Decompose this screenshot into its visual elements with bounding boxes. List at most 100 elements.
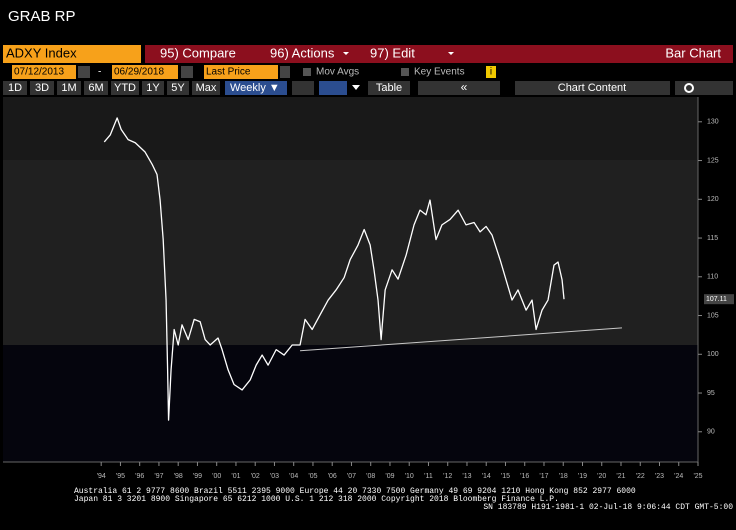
- x-tick-label: '15: [501, 473, 510, 480]
- menu-actions[interactable]: 96) Actions: [270, 45, 335, 60]
- start-date[interactable]: 07/12/2013: [14, 67, 64, 78]
- y-tick-label: 90: [707, 429, 715, 436]
- price-line: [103, 117, 565, 421]
- range-button[interactable]: 5Y: [171, 82, 185, 94]
- range-button[interactable]: 3D: [35, 82, 49, 94]
- gear-icon: [684, 83, 694, 93]
- x-tick-label: '20: [597, 473, 606, 480]
- date-separator: -: [98, 67, 101, 78]
- x-tick-label: '97: [154, 473, 163, 480]
- plot: 90 95 100 105 110 115 120 125 130 '94 '95 '96 '97 '98…: [97, 117, 734, 480]
- field-dropdown[interactable]: [280, 66, 290, 78]
- footer-line: SN 183789 H191-1981-1 02-Jul-18 9:06:44 …: [483, 503, 733, 512]
- x-tick-label: '19: [578, 473, 587, 480]
- y-tick-label: 120: [707, 196, 719, 203]
- x-tick-label: '94: [97, 473, 106, 480]
- end-date-box[interactable]: [112, 65, 178, 79]
- calendar-icon[interactable]: [181, 66, 193, 78]
- checkbox[interactable]: [303, 68, 311, 76]
- y-tick-label: 115: [707, 235, 718, 242]
- range-box[interactable]: [192, 81, 220, 95]
- range-box[interactable]: [57, 81, 81, 95]
- y-tick-label: 125: [707, 157, 719, 164]
- collapse-button[interactable]: [418, 81, 500, 95]
- range-box[interactable]: [3, 81, 27, 95]
- x-tick-label: '18: [559, 473, 568, 480]
- x-tick-label: '10: [405, 473, 414, 480]
- band: [3, 97, 698, 160]
- range-button[interactable]: Max: [196, 82, 217, 94]
- x-tick-label: '16: [520, 473, 529, 480]
- last-value-label: 107.11: [706, 296, 727, 303]
- table-box[interactable]: [368, 81, 410, 95]
- x-tick-label: '24: [674, 473, 683, 480]
- y-tick-label: 110: [707, 274, 718, 281]
- range-box[interactable]: [167, 81, 189, 95]
- range-button[interactable]: 1M: [61, 82, 76, 94]
- x-tick-label: '00: [212, 473, 221, 480]
- x-tick-label: '04: [289, 473, 298, 480]
- frequency[interactable]: Weekly ▼: [230, 82, 280, 94]
- x-tick-label: '13: [462, 473, 471, 480]
- range-button[interactable]: YTD: [114, 82, 136, 94]
- y-tick-label: 105: [707, 312, 719, 319]
- range-box[interactable]: [84, 81, 108, 95]
- view-name: Bar Chart: [665, 45, 721, 60]
- band: [3, 160, 698, 345]
- trendline: [300, 327, 622, 352]
- icon-arrow: [352, 85, 360, 90]
- y-tick-label: 95: [707, 390, 715, 397]
- menu-edit[interactable]: 97) Edit: [370, 45, 415, 60]
- x-tick-label: '14: [482, 473, 491, 480]
- checkbox[interactable]: [401, 68, 409, 76]
- y-tick-label: 100: [707, 351, 719, 358]
- range-button[interactable]: 1Y: [146, 82, 160, 94]
- option-key-events[interactable]: Key Events: [414, 67, 465, 78]
- bar-icon[interactable]: [319, 81, 347, 95]
- x-tick-label: '11: [424, 473, 433, 480]
- x-tick-label: '07: [347, 473, 356, 480]
- field[interactable]: Last Price: [206, 67, 251, 78]
- band: [3, 345, 698, 462]
- option-mov-avgs[interactable]: Mov Avgs: [316, 67, 359, 78]
- x-tick-label: '01: [231, 473, 240, 480]
- x-tick-label: '06: [328, 473, 337, 480]
- info-box[interactable]: [486, 66, 496, 78]
- x-tick-label: '22: [636, 473, 645, 480]
- range-box[interactable]: [111, 81, 139, 95]
- x-tick-label: '12: [443, 473, 452, 480]
- security[interactable]: ADXY Index: [6, 45, 77, 60]
- security-box[interactable]: [3, 45, 141, 63]
- range-box[interactable]: [30, 81, 54, 95]
- calendar-icon[interactable]: [78, 66, 90, 78]
- chart-content-box[interactable]: [515, 81, 670, 95]
- range-buttons: 1D 3D 1M 6M YTD 1Y 5Y Max: [3, 81, 220, 95]
- line-icon[interactable]: [292, 81, 314, 95]
- table-button[interactable]: Table: [376, 82, 402, 94]
- menu-bar: [145, 45, 733, 63]
- last-value-marker: [704, 294, 734, 305]
- info[interactable]: i: [490, 67, 492, 78]
- menu-compare[interactable]: 95) Compare: [160, 45, 236, 60]
- end-date[interactable]: 06/29/2018: [114, 67, 164, 78]
- x-tick-label: '08: [366, 473, 375, 480]
- x-tick-label: '21: [616, 473, 625, 480]
- chart-content[interactable]: Chart Content: [558, 82, 626, 94]
- footer-line: Japan 81 3 3201 8900 Singapore 65 6212 1…: [74, 495, 559, 504]
- x-tick-label: '95: [116, 473, 125, 480]
- settings-button[interactable]: [675, 81, 733, 95]
- range-button[interactable]: 6M: [88, 82, 103, 94]
- footer-line: Australia 61 2 9777 8600 Brazil 5511 239…: [74, 487, 636, 496]
- field-box[interactable]: [204, 65, 278, 79]
- x-tick-label: '02: [251, 473, 260, 480]
- x-tick-label: '25: [693, 473, 702, 480]
- start-date-box[interactable]: [12, 65, 76, 79]
- frequency-box[interactable]: [225, 81, 287, 95]
- x-tick-label: '98: [174, 473, 183, 480]
- collapse-icon: «: [461, 80, 468, 94]
- x-tick-label: '05: [308, 473, 317, 480]
- x-tick-label: '99: [193, 473, 202, 480]
- range-box[interactable]: [142, 81, 164, 95]
- range-button[interactable]: 1D: [8, 82, 22, 94]
- window-title: GRAB RP: [8, 8, 76, 25]
